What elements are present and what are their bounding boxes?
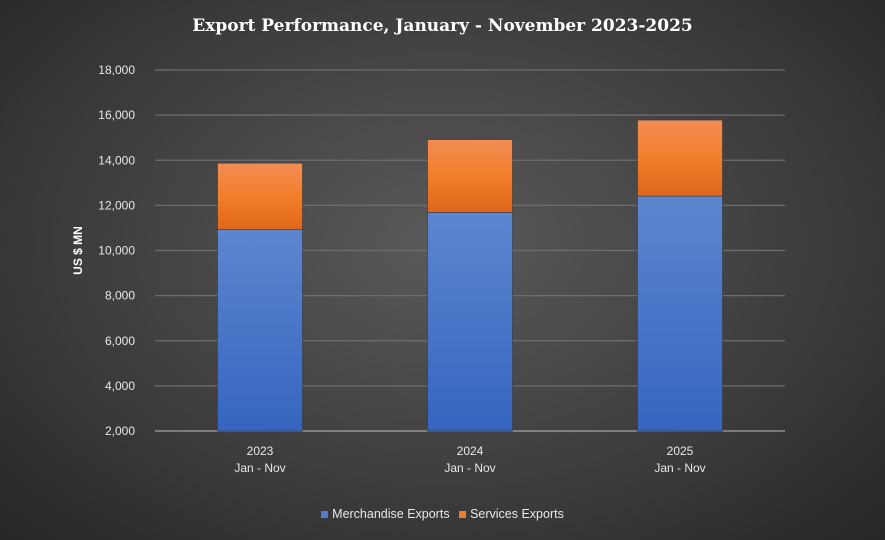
- legend: Merchandise Exports Services Exports: [0, 507, 885, 521]
- y-tick-label: 2,000: [105, 424, 135, 438]
- x-tick-label-year: 2025: [667, 444, 694, 458]
- y-tick-label: 6,000: [105, 334, 135, 348]
- bar-services-exports-2024: [427, 139, 513, 213]
- y-tick-label: 12,000: [98, 198, 135, 212]
- legend-merchandise: Merchandise Exports: [321, 507, 450, 521]
- chart-title: Export Performance, January - November 2…: [192, 16, 693, 36]
- x-tick-label-period: Jan - Nov: [444, 461, 495, 475]
- y-tick-label: 14,000: [98, 153, 135, 167]
- y-tick-label: 10,000: [98, 244, 135, 258]
- legend-label: Services Exports: [470, 507, 564, 521]
- y-tick-label: 16,000: [98, 108, 135, 122]
- y-tick-label: 18,000: [98, 63, 135, 77]
- legend-swatch-merchandise: [321, 511, 329, 519]
- bar-services-exports-2023: [217, 162, 303, 230]
- legend-services: Services Exports: [459, 507, 564, 521]
- bar-merchandise-exports-2023: [217, 229, 303, 432]
- legend-swatch-services: [459, 511, 467, 519]
- x-tick-label-year: 2023: [247, 444, 274, 458]
- bar-merchandise-exports-2025: [637, 195, 723, 432]
- y-tick-label: 4,000: [105, 379, 135, 393]
- x-tick-label-year: 2024: [457, 444, 484, 458]
- x-tick-label-period: Jan - Nov: [654, 461, 705, 475]
- legend-label: Merchandise Exports: [332, 507, 450, 521]
- y-axis-label: US $ MN: [71, 226, 85, 275]
- y-tick-label: 8,000: [105, 289, 135, 303]
- x-tick-label-period: Jan - Nov: [234, 461, 285, 475]
- bar-merchandise-exports-2024: [427, 212, 513, 432]
- bar-services-exports-2025: [637, 119, 723, 197]
